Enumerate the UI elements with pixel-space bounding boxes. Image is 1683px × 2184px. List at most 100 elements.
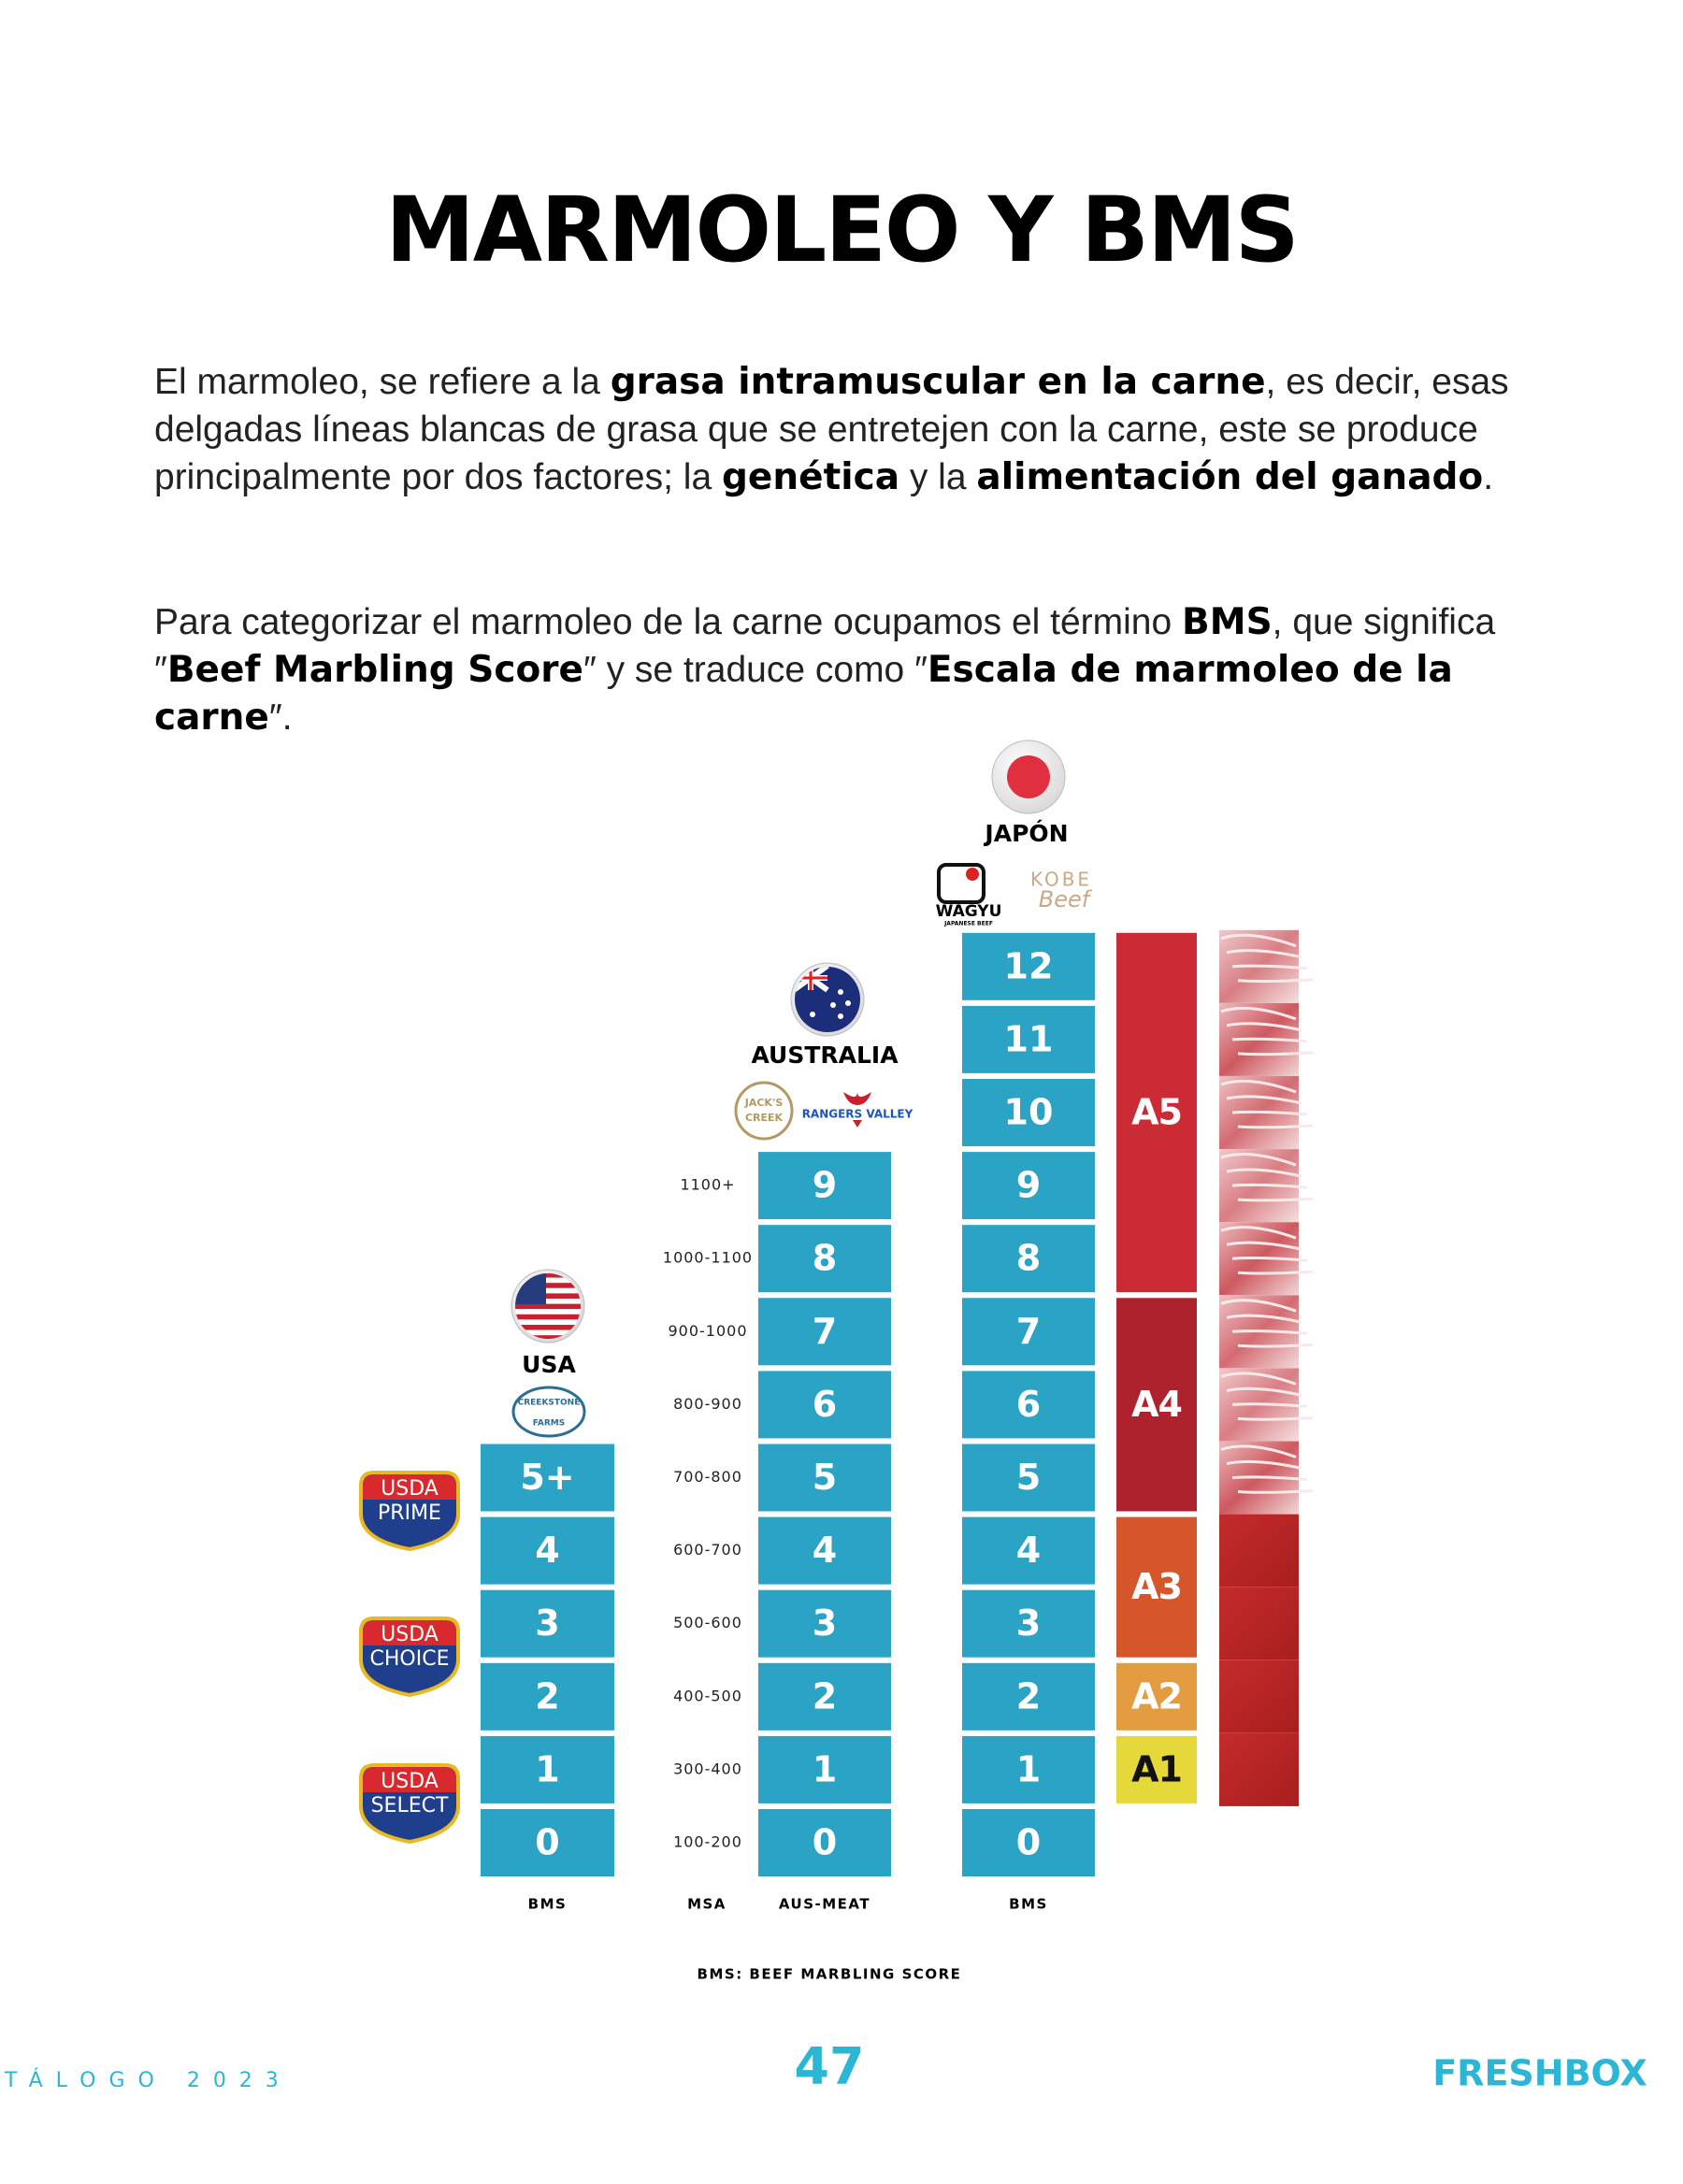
msa-label: 1100+	[680, 1176, 735, 1194]
meat-photo	[1219, 1514, 1299, 1588]
msa-label: 800-900	[673, 1395, 742, 1413]
logo-text: CREEK	[745, 1112, 784, 1124]
score-label: 4	[1016, 1530, 1041, 1571]
marbling	[1220, 1153, 1297, 1167]
msa-label: 300-400	[673, 1760, 742, 1777]
score-label: 4	[813, 1530, 837, 1571]
marbling	[1237, 1489, 1314, 1494]
marbling	[1237, 1415, 1314, 1421]
flag-star	[830, 1002, 836, 1008]
flag-stripe	[515, 1273, 581, 1278]
badge-top	[363, 1767, 456, 1792]
flag-stripe	[515, 1303, 581, 1310]
score-cell	[758, 1371, 891, 1439]
score-cell	[962, 1298, 1095, 1366]
marbling	[1226, 1241, 1302, 1251]
score-cell	[962, 1079, 1095, 1146]
grade-block	[1116, 1662, 1197, 1731]
marbling	[1226, 1314, 1302, 1324]
msa-label: 100-200	[673, 1833, 742, 1851]
score-cell	[758, 1735, 891, 1803]
country-name: AUSTRALIA	[751, 1042, 899, 1069]
flag-stripe	[515, 1325, 581, 1330]
score-cell	[481, 1662, 614, 1731]
msa-label: 900-1000	[668, 1322, 747, 1340]
score-label: 3	[535, 1602, 559, 1644]
footer-page: 47	[794, 2037, 864, 2096]
bold-text: Beef Marbling Score	[166, 649, 583, 691]
score-label: 8	[1016, 1238, 1041, 1279]
score-cell	[758, 1152, 891, 1220]
score-cell	[758, 1298, 891, 1366]
flag-star	[845, 1000, 851, 1006]
logo-text: JAPANESE BEEF	[943, 921, 993, 927]
logo-text: JACK'S	[744, 1097, 784, 1109]
score-label: 10	[1004, 1092, 1054, 1133]
marbling	[1226, 1022, 1302, 1032]
score-cell	[758, 1444, 891, 1512]
marbling	[1226, 1459, 1302, 1470]
badge-text: USDA	[381, 1770, 439, 1793]
score-cell	[481, 1809, 614, 1876]
badge-text: PRIME	[378, 1502, 441, 1525]
marbling	[1237, 978, 1314, 984]
score-cell	[962, 932, 1095, 1000]
badge-text: SELECT	[371, 1794, 449, 1818]
footer-brand: FRESHBOX	[1432, 2053, 1647, 2094]
flag-stripe	[515, 1299, 581, 1304]
score-label: 12	[1004, 945, 1054, 986]
score-label: 2	[813, 1675, 837, 1717]
score-cell	[481, 1735, 614, 1803]
score-cell	[481, 1516, 614, 1585]
score-label: 2	[535, 1675, 559, 1717]
logo-frame	[511, 1386, 586, 1438]
grade-label: A4	[1131, 1384, 1182, 1425]
score-label: 5	[813, 1457, 837, 1498]
score-label: 7	[813, 1311, 837, 1352]
logo-text: KOBE	[1030, 869, 1092, 891]
bold-text: BMS	[1182, 601, 1273, 643]
bold-text: grasa intramuscular en la carne	[610, 361, 1266, 403]
flag-star	[810, 1012, 815, 1017]
score-label: 0	[813, 1822, 837, 1863]
grade-label: A1	[1131, 1748, 1182, 1789]
marbling	[1231, 1183, 1308, 1189]
grade-block	[1116, 932, 1197, 1293]
score-cell	[758, 1589, 891, 1658]
badge-top	[363, 1620, 456, 1645]
text: , que significa ″	[154, 602, 1496, 690]
score-label: 1	[535, 1748, 559, 1789]
badge-top	[363, 1474, 456, 1500]
msa-label: 1000-1100	[663, 1249, 753, 1267]
marbling	[1220, 1079, 1297, 1094]
marbling	[1220, 1299, 1297, 1313]
marbling	[1231, 1110, 1308, 1116]
score-cell	[758, 1809, 891, 1876]
marbling	[1231, 1402, 1308, 1408]
text: El marmoleo, se refiere a la	[154, 362, 611, 402]
score-cell	[962, 1809, 1095, 1876]
country-name: JAPÓN	[983, 819, 1068, 847]
msa-label: 700-800	[673, 1468, 742, 1486]
bold-text: alimentación del ganado	[976, 456, 1484, 498]
marbling	[1231, 964, 1308, 970]
text: .	[1483, 457, 1494, 497]
logo-frame	[734, 1081, 794, 1141]
score-label: 0	[1016, 1822, 1041, 1863]
msa-label: 600-700	[673, 1541, 742, 1559]
flag-stripe	[515, 1283, 581, 1288]
marbling	[1237, 1343, 1314, 1348]
grade-block	[1116, 1735, 1197, 1803]
marbling	[1231, 1037, 1308, 1043]
marbling	[1226, 1168, 1302, 1178]
logo-text: Beef	[1039, 886, 1093, 912]
footer-catalog: CATÁLOGO 2023	[0, 2068, 292, 2092]
text: y la	[899, 457, 977, 497]
msa-label: 500-600	[673, 1614, 742, 1631]
grade-label: A2	[1131, 1675, 1182, 1717]
logo-text: FARMS	[533, 1419, 565, 1429]
badge-text: USDA	[381, 1477, 439, 1501]
grade-block	[1116, 1298, 1197, 1512]
